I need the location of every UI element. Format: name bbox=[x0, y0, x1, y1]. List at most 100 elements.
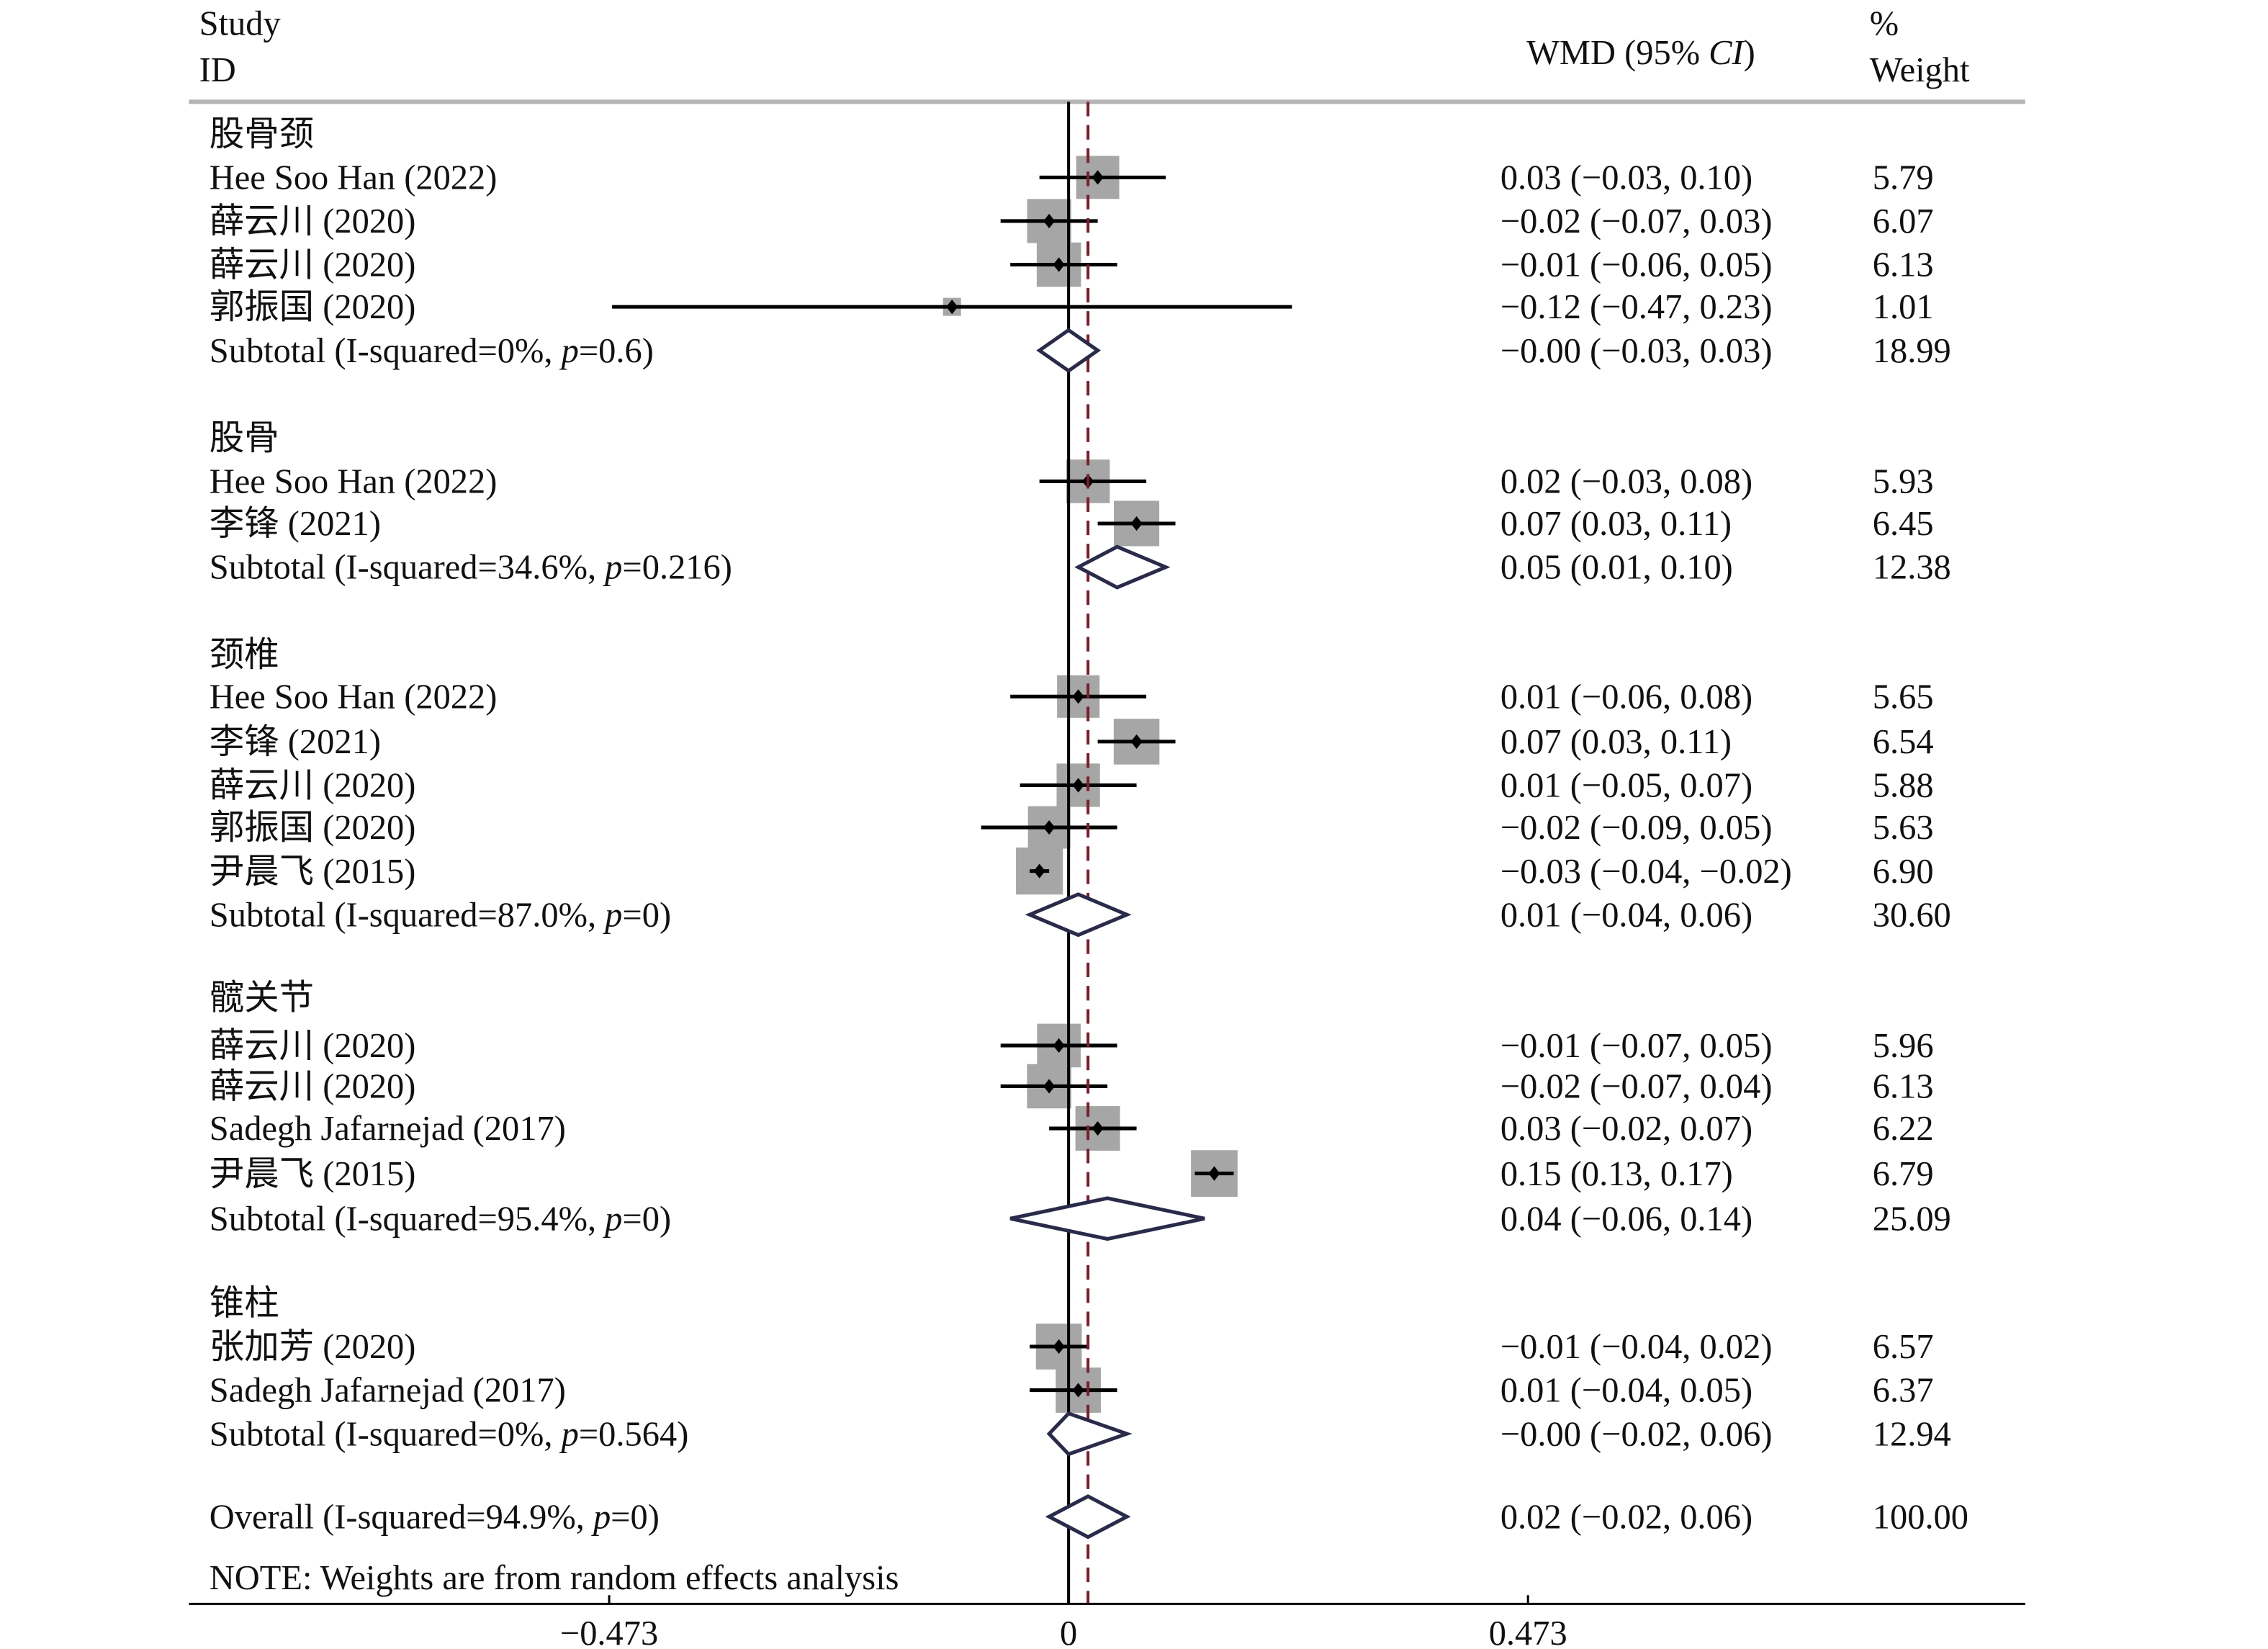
header-id: ID bbox=[199, 51, 236, 89]
study-label: 李锋 (2021) bbox=[210, 723, 381, 761]
x-tick-label: −0.473 bbox=[560, 1614, 658, 1649]
subtotal-ci-text: −0.00 (−0.02, 0.06) bbox=[1500, 1415, 1773, 1453]
label-part: =0) bbox=[622, 896, 671, 934]
subtotal-weight: 18.99 bbox=[1873, 332, 1951, 370]
label-part: p bbox=[603, 549, 622, 587]
header-effect: WMD (95% CI) bbox=[1526, 34, 1755, 72]
header-percent: % bbox=[1870, 4, 1899, 42]
overall-ci-text: 0.02 (−0.02, 0.06) bbox=[1500, 1498, 1752, 1536]
study-ci-text: −0.01 (−0.04, 0.02) bbox=[1500, 1328, 1773, 1366]
study-ci-text: 0.07 (0.03, 0.11) bbox=[1500, 723, 1732, 761]
study-weight: 6.45 bbox=[1873, 505, 1934, 543]
study-label: Sadegh Jafarnejad (2017) bbox=[210, 1372, 566, 1410]
study-weight: 6.37 bbox=[1873, 1372, 1934, 1410]
group-heading: 锥柱 bbox=[210, 1285, 279, 1323]
label-part: p bbox=[591, 1498, 611, 1536]
study-label: 张加芳 (2020) bbox=[210, 1328, 416, 1366]
study-label: Sadegh Jafarnejad (2017) bbox=[210, 1110, 566, 1148]
x-tick-label: 0 bbox=[1060, 1614, 1077, 1649]
group-heading: 股骨 bbox=[210, 419, 279, 457]
header-weight: Weight bbox=[1870, 51, 1970, 89]
subtotal-label: Subtotal (I-squared=95.4%, p=0) bbox=[210, 1200, 671, 1238]
overall-weight: 100.00 bbox=[1873, 1498, 1968, 1536]
study-label: 薛云川 (2020) bbox=[210, 767, 416, 805]
study-point-estimate bbox=[1053, 1339, 1065, 1354]
study-point-estimate bbox=[1072, 1383, 1084, 1398]
study-ci-text: 0.02 (−0.03, 0.08) bbox=[1500, 463, 1752, 501]
study-ci-text: 0.01 (−0.05, 0.07) bbox=[1500, 767, 1752, 805]
study-weight: 5.63 bbox=[1873, 809, 1934, 847]
label-part: Subtotal (I-squared=87.0%, bbox=[210, 896, 605, 934]
study-point-estimate bbox=[1072, 689, 1084, 704]
label-part: =0.6) bbox=[579, 332, 654, 370]
study-label: 李锋 (2021) bbox=[210, 505, 381, 543]
subtotal-diamond bbox=[1025, 892, 1132, 938]
subtotal-weight: 12.94 bbox=[1873, 1415, 1951, 1453]
study-label: 薛云川 (2020) bbox=[210, 246, 416, 284]
study-ci-text: −0.03 (−0.04, −0.02) bbox=[1500, 853, 1792, 891]
study-weight: 6.07 bbox=[1873, 202, 1934, 241]
header-study: Study bbox=[199, 4, 282, 42]
study-point-estimate bbox=[1072, 778, 1084, 793]
study-ci-text: −0.01 (−0.06, 0.05) bbox=[1500, 246, 1773, 284]
footnote: NOTE: Weights are from random effects an… bbox=[210, 1559, 899, 1597]
study-ci-text: 0.07 (0.03, 0.11) bbox=[1500, 505, 1732, 543]
subtotal-diamond bbox=[1046, 1411, 1133, 1457]
subtotal-label: Subtotal (I-squared=0%, p=0.6) bbox=[210, 332, 654, 370]
study-label: Hee Soo Han (2022) bbox=[210, 159, 498, 197]
label-part: Subtotal (I-squared=0%, bbox=[210, 1415, 562, 1453]
study-label: 尹晨飞 (2015) bbox=[210, 853, 416, 891]
subtotal-ci-text: −0.00 (−0.03, 0.03) bbox=[1500, 332, 1773, 370]
label-part: p bbox=[603, 1200, 622, 1238]
study-ci-text: −0.02 (−0.07, 0.04) bbox=[1500, 1068, 1773, 1106]
subtotal-ci-text: 0.04 (−0.06, 0.14) bbox=[1500, 1200, 1752, 1238]
study-weight: 1.01 bbox=[1873, 288, 1934, 326]
group-heading: 颈椎 bbox=[210, 636, 279, 674]
subtotal-diamond bbox=[1009, 1196, 1205, 1241]
study-label: 尹晨飞 (2015) bbox=[210, 1155, 416, 1193]
study-weight: 6.57 bbox=[1873, 1328, 1934, 1366]
study-ci-text: 0.01 (−0.06, 0.08) bbox=[1500, 678, 1752, 716]
study-ci-text: −0.01 (−0.07, 0.05) bbox=[1500, 1027, 1773, 1065]
label-part: =0.564) bbox=[579, 1415, 688, 1453]
study-point-estimate bbox=[1043, 1079, 1056, 1094]
subtotal-diamond bbox=[1036, 328, 1102, 374]
study-weight: 5.79 bbox=[1873, 159, 1934, 197]
study-point-estimate bbox=[1033, 863, 1045, 879]
label-part: Subtotal (I-squared=95.4%, bbox=[210, 1200, 605, 1238]
study-point-estimate bbox=[1053, 257, 1065, 272]
study-ci-text: −0.02 (−0.07, 0.03) bbox=[1500, 202, 1773, 241]
subtotal-ci-text: 0.01 (−0.04, 0.06) bbox=[1500, 896, 1752, 934]
label-part: Overall (I-squared=94.9%, bbox=[210, 1498, 593, 1536]
study-label: 郭振国 (2020) bbox=[210, 809, 416, 847]
group-heading: 髋关节 bbox=[210, 979, 314, 1017]
study-label: 薛云川 (2020) bbox=[210, 1027, 416, 1065]
study-weight: 6.79 bbox=[1873, 1155, 1934, 1193]
study-weight: 6.22 bbox=[1873, 1110, 1934, 1148]
study-weight: 5.96 bbox=[1873, 1027, 1934, 1065]
subtotal-weight: 12.38 bbox=[1873, 549, 1951, 587]
study-point-estimate bbox=[1208, 1166, 1220, 1181]
study-weight: 5.88 bbox=[1873, 767, 1934, 805]
study-label: 郭振国 (2020) bbox=[210, 288, 416, 326]
study-weight: 6.13 bbox=[1873, 246, 1934, 284]
study-ci-text: 0.03 (−0.02, 0.07) bbox=[1500, 1110, 1752, 1148]
subtotal-label: Subtotal (I-squared=34.6%, p=0.216) bbox=[210, 549, 732, 587]
x-tick-label: 0.473 bbox=[1489, 1614, 1567, 1649]
overall-diamond bbox=[1045, 1494, 1131, 1540]
study-weight: 6.54 bbox=[1873, 723, 1934, 761]
study-weight: 6.13 bbox=[1873, 1068, 1934, 1106]
study-label: 薛云川 (2020) bbox=[210, 1068, 416, 1106]
study-label: Hee Soo Han (2022) bbox=[210, 463, 498, 501]
label-part: =0) bbox=[622, 1200, 671, 1238]
label-part: =0) bbox=[611, 1498, 660, 1536]
subtotal-weight: 30.60 bbox=[1873, 896, 1951, 934]
study-weight: 5.65 bbox=[1873, 678, 1934, 716]
study-weight: 6.90 bbox=[1873, 853, 1934, 891]
group-heading: 股骨颈 bbox=[210, 115, 314, 153]
study-ci-text: 0.15 (0.13, 0.17) bbox=[1500, 1155, 1733, 1193]
study-ci-text: 0.01 (−0.04, 0.05) bbox=[1500, 1372, 1752, 1410]
label-part: p bbox=[559, 332, 579, 370]
